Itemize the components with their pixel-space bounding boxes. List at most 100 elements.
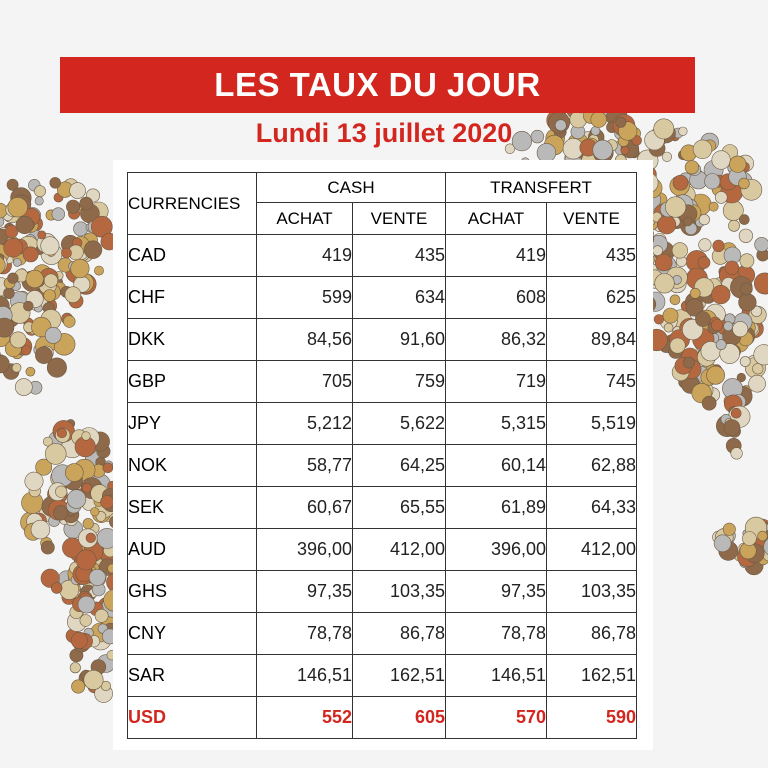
coin-decoration bbox=[66, 489, 87, 509]
cash-achat-header: ACHAT bbox=[256, 202, 353, 235]
coin-decoration bbox=[738, 293, 757, 312]
cash-vente-value: 86,78 bbox=[352, 612, 446, 655]
coin-decoration bbox=[661, 151, 673, 162]
cash-achat-value: 60,67 bbox=[256, 486, 353, 529]
table-subheader-row: ACHAT VENTE ACHAT VENTE bbox=[128, 202, 637, 235]
cash-vente-value: 412,00 bbox=[352, 528, 446, 571]
coin-decoration bbox=[504, 143, 516, 154]
coin-decoration bbox=[689, 287, 701, 299]
coin-decoration bbox=[66, 199, 81, 214]
transfert-achat-header: ACHAT bbox=[445, 202, 547, 235]
coin-decoration bbox=[44, 443, 67, 465]
coin-decoration bbox=[530, 129, 545, 144]
coin-decoration bbox=[722, 522, 736, 536]
coin-decoration bbox=[704, 173, 721, 190]
coin-decoration bbox=[12, 258, 22, 267]
coin-decoration bbox=[742, 531, 757, 546]
coin-decoration bbox=[102, 462, 114, 474]
coin-decoration bbox=[21, 345, 32, 356]
coin-decoration bbox=[708, 201, 719, 212]
coin-decoration bbox=[754, 272, 768, 295]
coin-decoration bbox=[748, 374, 766, 393]
coin-decoration bbox=[757, 530, 768, 542]
table-row: AUD 396,00 412,00 396,00 412,00 bbox=[127, 528, 637, 571]
coin-decoration bbox=[685, 298, 704, 317]
transfert-achat-value: 78,78 bbox=[445, 612, 547, 655]
currency-code: CNY bbox=[127, 612, 257, 655]
currency-code: NOK bbox=[127, 444, 257, 487]
coin-decoration bbox=[100, 495, 114, 509]
coin-decoration bbox=[35, 458, 53, 476]
currency-code: JPY bbox=[127, 402, 257, 445]
coin-decoration bbox=[592, 139, 613, 161]
transfert-vente-value: 590 bbox=[546, 696, 637, 739]
table-row: SEK 60,67 65,55 61,89 64,33 bbox=[127, 486, 637, 529]
coin-decoration bbox=[35, 346, 53, 365]
transfert-vente-value: 103,35 bbox=[546, 570, 637, 613]
transfert-vente-value: 745 bbox=[546, 360, 637, 403]
coin-decoration bbox=[85, 532, 96, 544]
transfert-header: TRANSFERT bbox=[445, 172, 637, 203]
coin-decoration bbox=[25, 366, 36, 377]
coin-decoration bbox=[4, 224, 19, 239]
cash-achat-value: 419 bbox=[256, 234, 353, 277]
coin-decoration bbox=[711, 285, 731, 305]
title-banner: LES TAUX DU JOUR bbox=[60, 57, 695, 113]
coin-decoration bbox=[662, 307, 679, 324]
coin-decoration bbox=[728, 219, 740, 232]
table-row: CNY 78,78 86,78 78,78 86,78 bbox=[127, 612, 637, 655]
transfert-vente-value: 435 bbox=[546, 234, 637, 277]
coin-decoration bbox=[51, 207, 65, 221]
coin-decoration bbox=[43, 273, 59, 288]
coin-decoration bbox=[0, 216, 5, 227]
table-row: GBP 705 759 719 745 bbox=[127, 360, 637, 403]
coin-decoration bbox=[88, 568, 106, 586]
transfert-achat-value: 719 bbox=[445, 360, 547, 403]
table-row: NOK 58,77 64,25 60,14 62,88 bbox=[127, 444, 637, 487]
table-row: GHS 97,35 103,35 97,35 103,35 bbox=[127, 570, 637, 613]
transfert-vente-value: 625 bbox=[546, 276, 637, 319]
exchange-rates-table: CURRENCIES CASH TRANSFERT ACHAT VENTE AC… bbox=[127, 172, 637, 739]
cash-achat-value: 396,00 bbox=[256, 528, 353, 571]
coin-decoration bbox=[40, 236, 60, 256]
date-subtitle: Lundi 13 juillet 2020 bbox=[255, 118, 513, 148]
coin-decoration bbox=[654, 253, 673, 272]
coin-decoration bbox=[615, 116, 627, 128]
currency-code: AUD bbox=[127, 528, 257, 571]
coin-decoration bbox=[70, 631, 88, 649]
coin-decoration bbox=[83, 669, 104, 690]
coin-decoration bbox=[40, 540, 55, 555]
coin-decoration bbox=[25, 269, 44, 289]
cash-achat-value: 146,51 bbox=[256, 654, 353, 697]
coin-decoration bbox=[752, 363, 764, 375]
coin-decoration bbox=[22, 246, 39, 263]
coin-decoration bbox=[70, 258, 90, 279]
transfert-achat-value: 86,32 bbox=[445, 318, 547, 361]
transfert-achat-value: 608 bbox=[445, 276, 547, 319]
coin-decoration bbox=[723, 419, 741, 436]
cash-vente-header: VENTE bbox=[352, 202, 446, 235]
coin-decoration bbox=[711, 319, 724, 332]
coin-decoration bbox=[79, 614, 93, 627]
transfert-achat-value: 396,00 bbox=[445, 528, 547, 571]
transfert-vente-header: VENTE bbox=[546, 202, 637, 235]
coin-decoration bbox=[23, 300, 34, 312]
cash-vente-value: 162,51 bbox=[352, 654, 446, 697]
coin-decoration bbox=[0, 351, 1, 358]
coin-decoration bbox=[715, 339, 727, 351]
coin-decoration bbox=[732, 321, 749, 338]
coin-decoration bbox=[14, 378, 33, 396]
transfert-vente-value: 5,519 bbox=[546, 402, 637, 445]
coin-decoration bbox=[7, 197, 28, 218]
coin-decoration bbox=[724, 260, 740, 276]
currencies-header: CURRENCIES bbox=[127, 172, 257, 235]
coin-decoration bbox=[698, 214, 710, 226]
cash-vente-value: 65,55 bbox=[352, 486, 446, 529]
transfert-vente-value: 162,51 bbox=[546, 654, 637, 697]
table-row: DKK 84,56 91,60 86,32 89,84 bbox=[127, 318, 637, 361]
transfert-vente-value: 89,84 bbox=[546, 318, 637, 361]
coin-decoration bbox=[44, 326, 62, 344]
coin-decoration bbox=[43, 289, 56, 302]
cash-achat-value: 552 bbox=[256, 696, 353, 739]
coin-decoration bbox=[9, 331, 27, 349]
